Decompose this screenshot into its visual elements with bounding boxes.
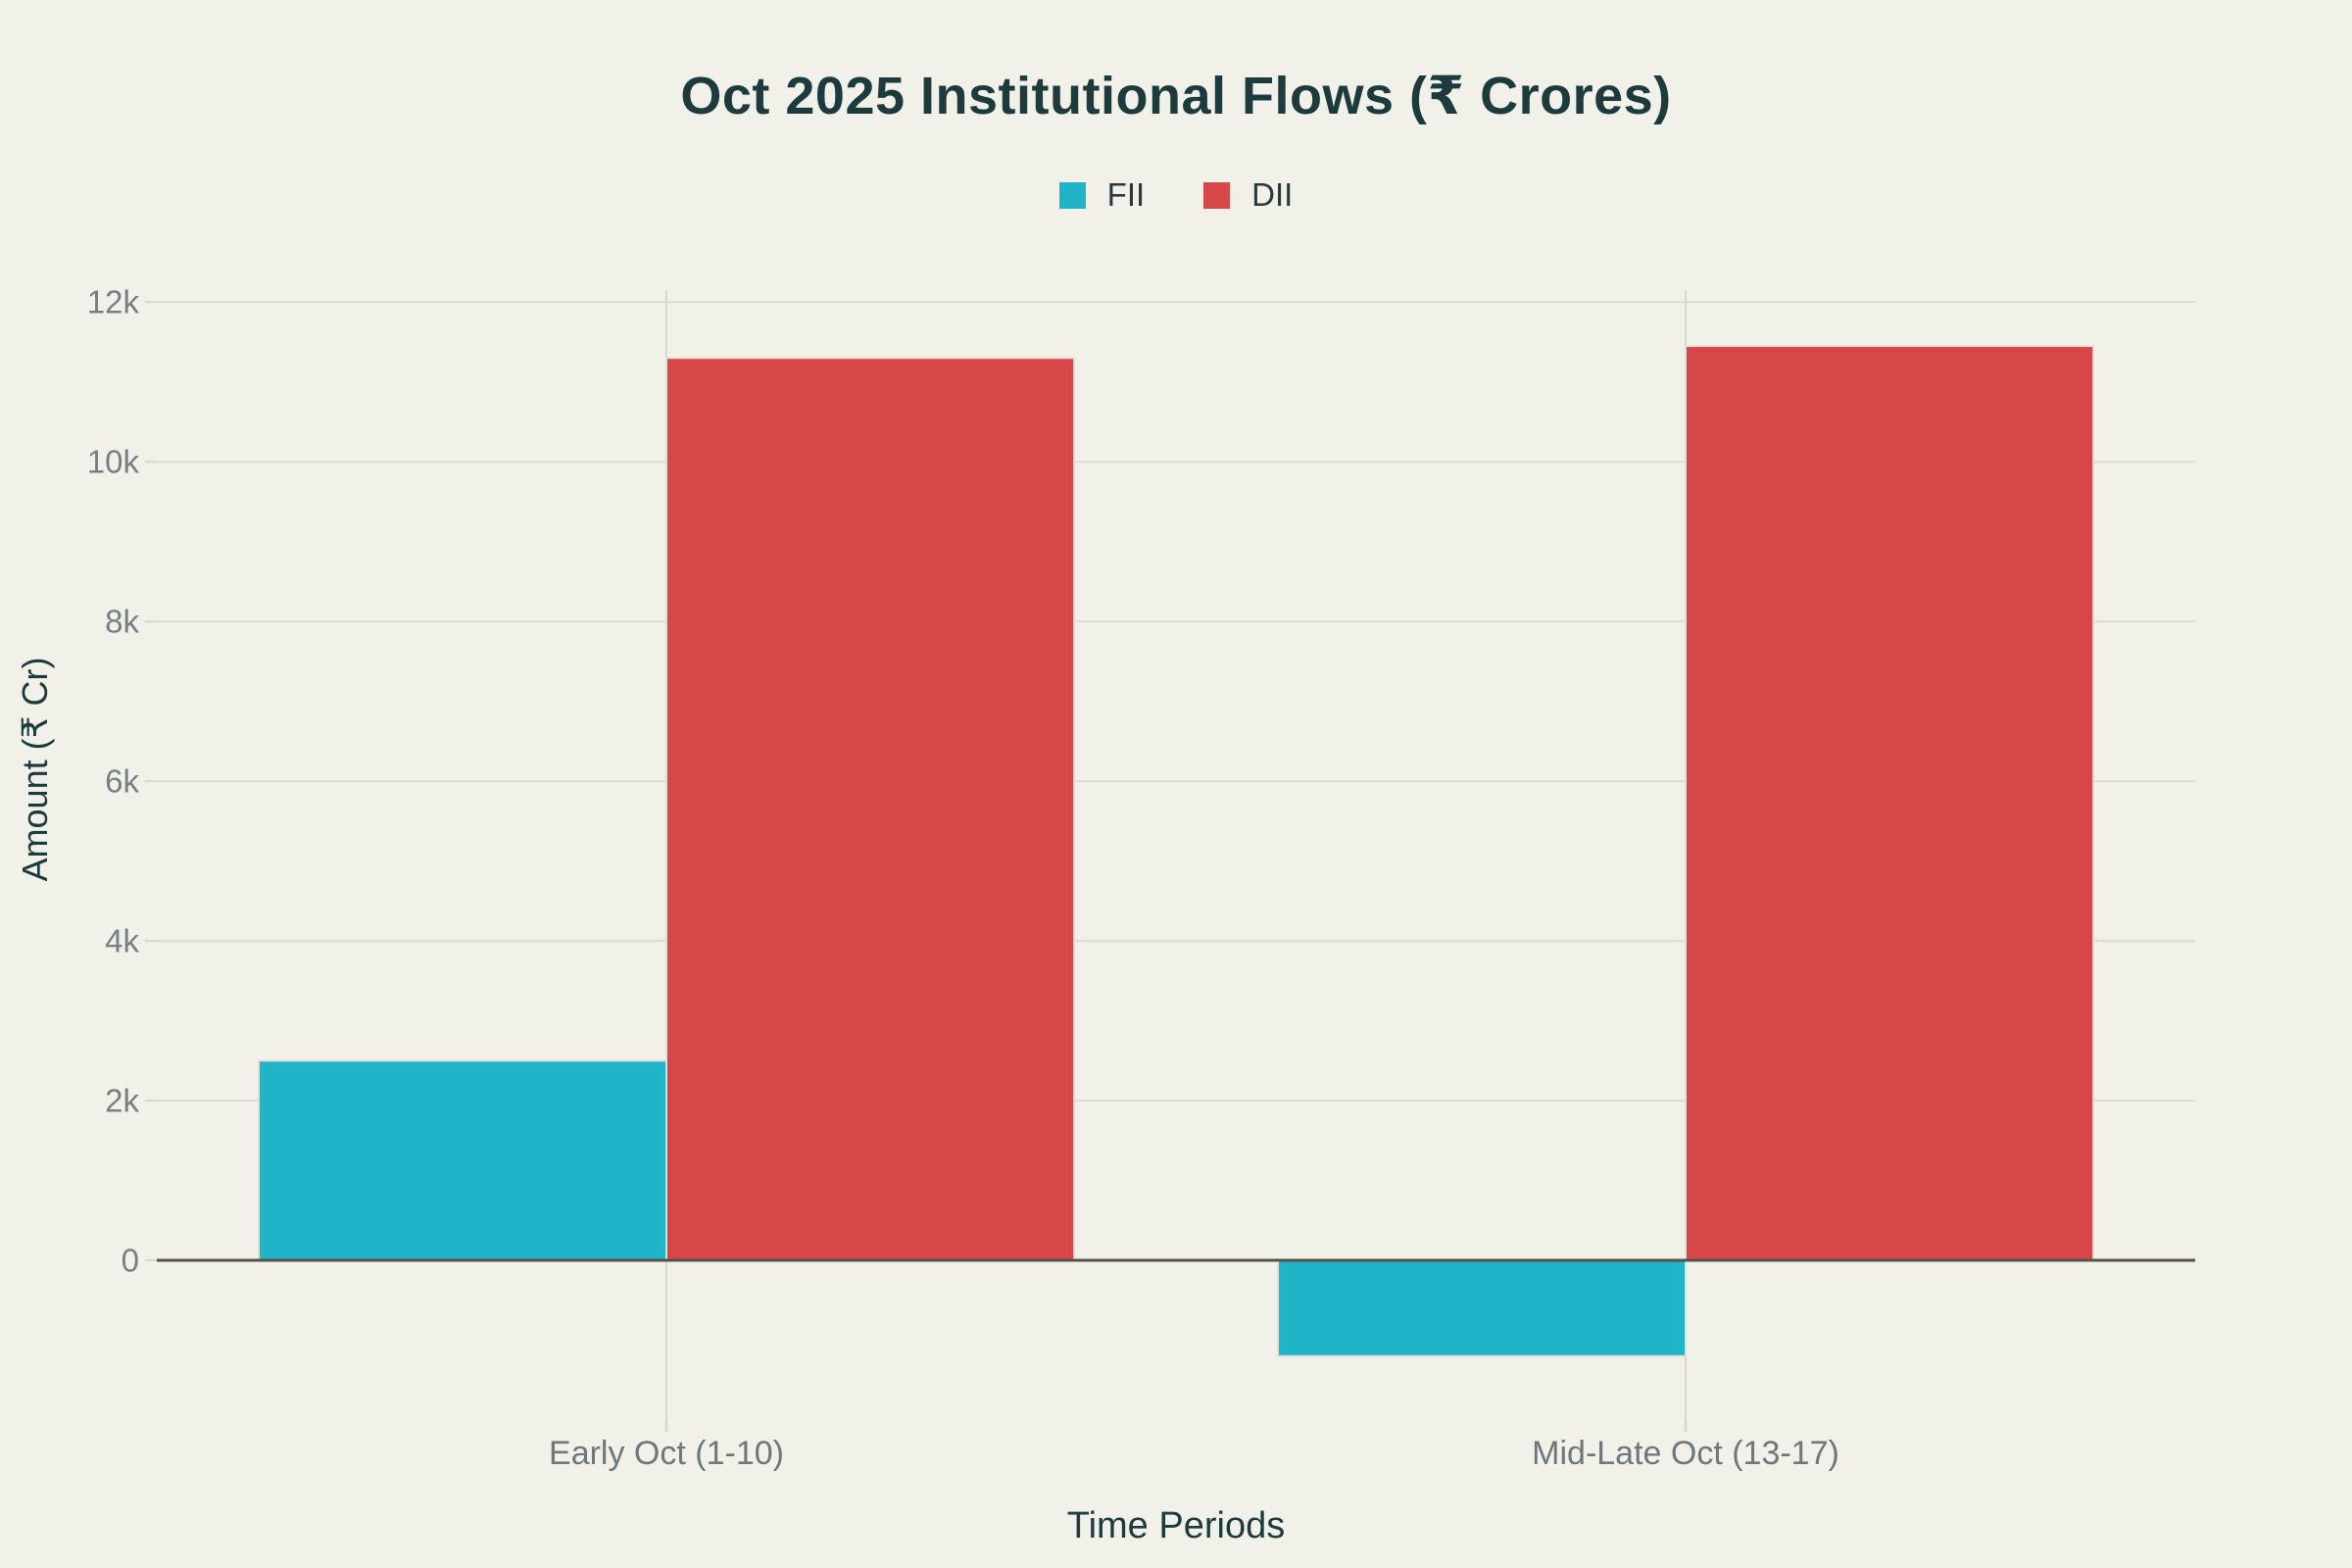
y-tick-label: 12k	[87, 284, 140, 320]
y-tick-label: 2k	[105, 1083, 139, 1119]
x-axis-title: Time Periods	[1066, 1505, 1286, 1546]
legend-label-fii: FII	[1106, 176, 1146, 213]
legend-label-dii: DII	[1251, 176, 1294, 213]
x-tick-label: Early Oct (1-10)	[549, 1435, 784, 1472]
bar-fii-0[interactable]	[258, 1059, 667, 1262]
y-tick-label: 10k	[87, 444, 140, 480]
legend-item-dii[interactable]: DII	[1203, 176, 1293, 214]
y-tick-label: 8k	[105, 604, 139, 640]
fii-swatch-icon	[1058, 181, 1086, 209]
bar-dii-1[interactable]	[1685, 345, 2094, 1262]
bar-dii-0[interactable]	[665, 357, 1075, 1262]
chart-title: Oct 2025 Institutional Flows (₹ Crores)	[680, 67, 1672, 125]
bar-fii-1[interactable]	[1277, 1259, 1687, 1357]
legend: FII DII	[0, 176, 2352, 214]
dii-swatch-icon	[1203, 181, 1231, 209]
legend-item-fii[interactable]: FII	[1058, 176, 1146, 214]
y-tick-label: 6k	[105, 763, 139, 800]
y-tick-label: 0	[122, 1243, 139, 1279]
y-tick-label: 4k	[105, 923, 139, 959]
x-tick-label: Mid-Late Oct (13-17)	[1532, 1435, 1839, 1472]
